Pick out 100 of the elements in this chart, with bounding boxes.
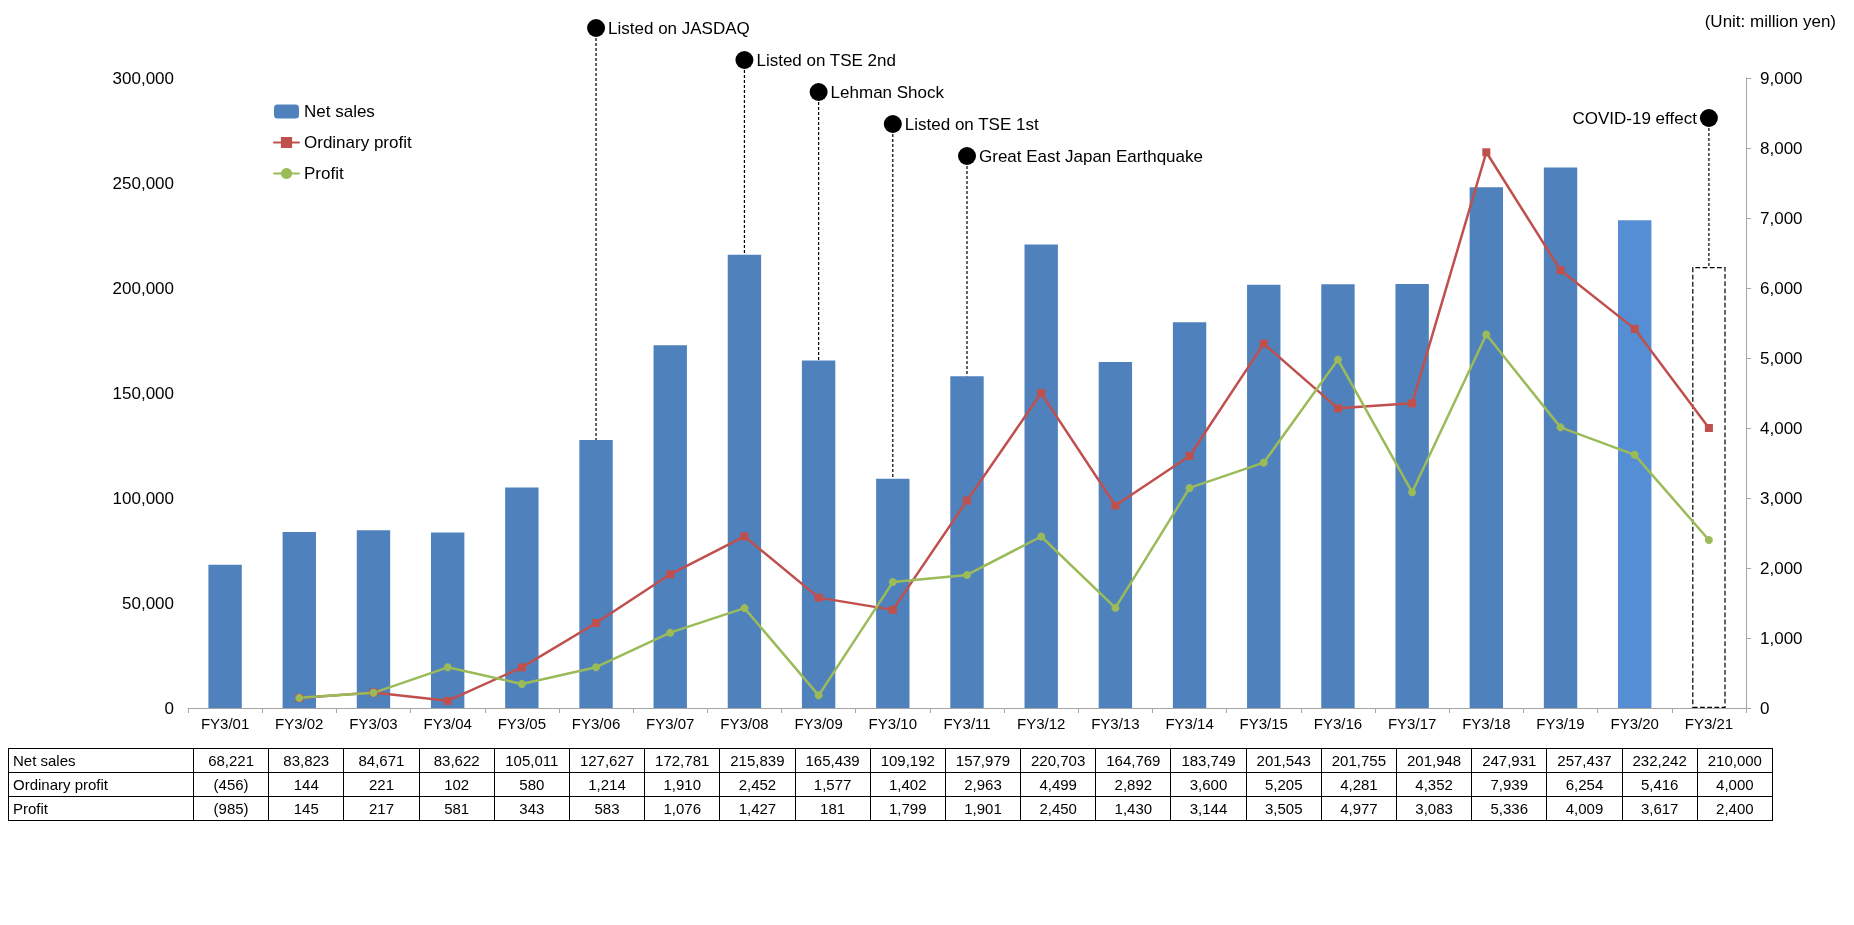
text: Ordinary profit [13, 776, 109, 793]
data-label: 3,083 [1396, 796, 1472, 821]
data-label: 581 [419, 796, 495, 821]
data-label: 3,505 [1246, 796, 1322, 821]
data-label: 4,977 [1321, 796, 1397, 821]
x-tick-label: FY3/13 [1091, 715, 1140, 732]
x-tick-label: FY3/07 [646, 715, 695, 732]
point [1259, 339, 1268, 348]
point [1111, 501, 1120, 510]
y2-tick-label: 5,000 [1760, 348, 1803, 368]
data-label: 343 [494, 796, 570, 821]
x-tick-label: FY3/03 [349, 715, 398, 732]
data-label: 183,749 [1170, 748, 1247, 773]
y-tick-label: 100,000 [112, 488, 174, 508]
point [1704, 424, 1713, 432]
bar [1618, 220, 1652, 708]
point [443, 696, 452, 705]
point [1556, 423, 1565, 432]
y2-tick-label: 6,000 [1760, 278, 1803, 298]
data-label: 3,144 [1170, 796, 1247, 821]
data-label: 4,352 [1396, 772, 1472, 797]
point [963, 570, 971, 579]
point [888, 605, 897, 614]
x-tick-label: FY3/08 [720, 715, 769, 732]
data-label: 68,221 [193, 748, 269, 773]
point [1037, 532, 1046, 541]
data-label: 84,671 [343, 748, 420, 773]
x-tick-label: FY3/11 [943, 715, 991, 732]
data-label: 102 [419, 772, 495, 797]
data-label: 1,076 [644, 796, 720, 821]
bar [208, 564, 242, 708]
bar [356, 530, 391, 708]
bar [1321, 284, 1355, 708]
y-tick-label: 300,000 [112, 68, 174, 88]
data-label: 5,416 [1622, 772, 1698, 797]
annotation: Listed on JASDAQ [608, 19, 750, 38]
point [814, 593, 823, 602]
point [517, 679, 526, 688]
data-label: 1,427 [719, 796, 795, 821]
bar [1247, 284, 1281, 708]
legend-label: Ordinary profit [304, 133, 412, 152]
data-label: 217 [343, 796, 420, 821]
data-label: 220,703 [1020, 748, 1096, 773]
point [1408, 399, 1417, 408]
x-tick-label: FY3/20 [1610, 715, 1659, 732]
data-label: 5,336 [1471, 796, 1547, 821]
point [1185, 483, 1194, 492]
x-tick-label: FY3/06 [571, 715, 621, 732]
data-label: 201,543 [1246, 748, 1322, 773]
y2-tick-label: 2,000 [1760, 558, 1803, 578]
point [666, 628, 675, 637]
data-label: 583 [569, 796, 645, 821]
data-label: 109,192 [870, 748, 946, 773]
x-tick-label: FY3/04 [423, 715, 472, 732]
data-label: 6,254 [1546, 772, 1623, 797]
bar [1692, 267, 1726, 708]
data-label: 247,931 [1471, 748, 1547, 773]
point [1482, 330, 1491, 339]
point [1630, 450, 1639, 459]
bar [1172, 322, 1207, 708]
data-label: 181 [795, 796, 871, 821]
data-label: 221 [343, 772, 420, 797]
data-label: 580 [494, 772, 570, 797]
text: (Unit: million yen) [1704, 12, 1836, 32]
point [1630, 324, 1639, 333]
point [1556, 266, 1565, 275]
point [666, 570, 675, 579]
y2-tick-label: 4,000 [1760, 418, 1803, 438]
x-tick-label: FY3/19 [1536, 715, 1585, 732]
point [443, 663, 452, 672]
bar [727, 254, 762, 708]
data-label: 201,948 [1396, 748, 1472, 773]
point [1111, 603, 1120, 612]
point [1037, 389, 1046, 398]
point [1185, 452, 1194, 460]
data-label: 1,214 [569, 772, 645, 797]
point [1408, 488, 1417, 497]
text: Profit [13, 800, 49, 817]
data-label: 4,009 [1546, 796, 1623, 821]
y-tick-label: 0 [164, 698, 174, 718]
data-label: 3,617 [1622, 796, 1698, 821]
x-tick-label: FY3/05 [497, 715, 547, 732]
data-label: 2,452 [719, 772, 795, 797]
data-label: 4,000 [1697, 772, 1773, 797]
annotation: Lehman Shock [830, 83, 945, 102]
data-label: 164,769 [1095, 748, 1171, 773]
data-label: 1,402 [870, 772, 946, 797]
point [1259, 458, 1268, 467]
text: (985) [213, 800, 249, 817]
bar [876, 478, 910, 708]
data-label: 257,437 [1546, 748, 1623, 773]
data-label: 145 [268, 796, 344, 821]
data-label: 1,901 [945, 796, 1021, 821]
y2-tick-label: 1,000 [1760, 628, 1803, 648]
bar [1543, 167, 1578, 708]
data-label: 144 [268, 772, 344, 797]
point [963, 496, 971, 505]
data-label: 1,430 [1095, 796, 1171, 821]
data-label: 1,910 [644, 772, 720, 797]
bar [579, 439, 613, 708]
